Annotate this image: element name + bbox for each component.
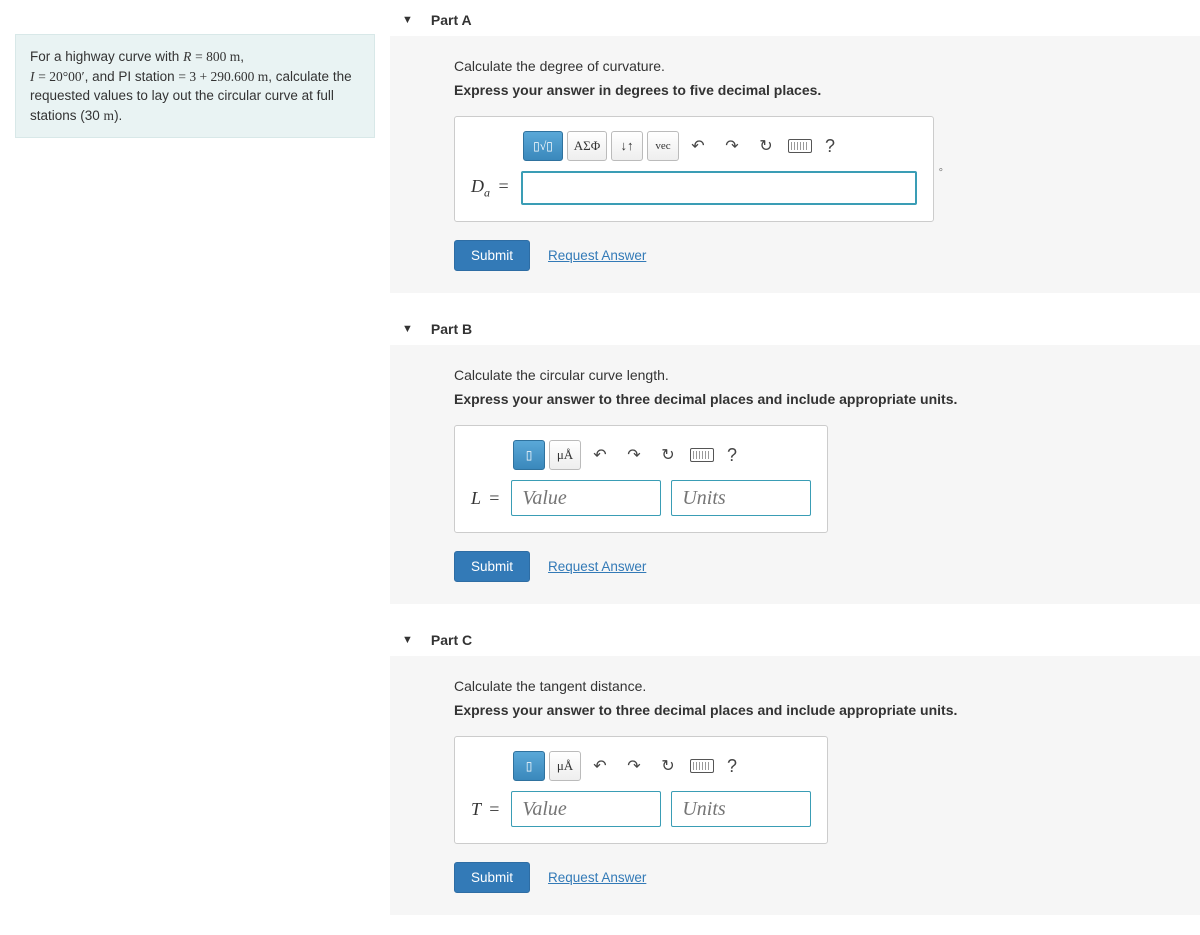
- part-b-header[interactable]: ▼ Part B: [390, 313, 1200, 345]
- part-a-prompt: Calculate the degree of curvature.: [454, 58, 1172, 74]
- undo-icon[interactable]: ↶: [585, 753, 615, 779]
- problem-statement: For a highway curve with R = 800 m, I = …: [15, 34, 375, 138]
- part-a-instruction: Express your answer in degrees to five d…: [454, 82, 1172, 98]
- part-a-var-label: Da =: [471, 176, 513, 201]
- help-icon[interactable]: ?: [721, 756, 743, 777]
- part-b-var-label: L =: [471, 488, 503, 509]
- redo-icon[interactable]: ↷: [619, 753, 649, 779]
- templates-button[interactable]: ▯: [513, 751, 545, 781]
- part-b-units-input[interactable]: [671, 480, 811, 516]
- redo-icon[interactable]: ↷: [717, 133, 747, 159]
- undo-icon[interactable]: ↶: [683, 133, 713, 159]
- chevron-down-icon: ▼: [402, 14, 413, 26]
- part-c-title: Part C: [431, 632, 472, 648]
- part-c-request-answer-link[interactable]: Request Answer: [548, 870, 646, 885]
- part-c-units-input[interactable]: [671, 791, 811, 827]
- scripts-button[interactable]: ↓↑: [611, 131, 643, 161]
- part-b-title: Part B: [431, 321, 472, 337]
- part-b-section: ▼ Part B Calculate the circular curve le…: [390, 313, 1200, 604]
- part-c-header[interactable]: ▼ Part C: [390, 624, 1200, 656]
- keyboard-icon[interactable]: [687, 442, 717, 468]
- vec-button[interactable]: vec: [647, 131, 679, 161]
- units-toolbar: ▯ μÅ ↶ ↷ ↻ ?: [513, 751, 811, 781]
- keyboard-icon[interactable]: [687, 753, 717, 779]
- part-b-submit-button[interactable]: Submit: [454, 551, 530, 582]
- part-a-answer-input[interactable]: [521, 171, 917, 205]
- part-a-answer-box: ▯√▯ ΑΣΦ ↓↑ vec ↶ ↷ ↻ ? Da = °: [454, 116, 934, 222]
- part-c-submit-button[interactable]: Submit: [454, 862, 530, 893]
- part-b-answer-box: ▯ μÅ ↶ ↷ ↻ ? L =: [454, 425, 828, 533]
- units-toolbar: ▯ μÅ ↶ ↷ ↻ ?: [513, 440, 811, 470]
- part-a-submit-button[interactable]: Submit: [454, 240, 530, 271]
- units-button[interactable]: μÅ: [549, 751, 581, 781]
- help-icon[interactable]: ?: [721, 445, 743, 466]
- greek-button[interactable]: ΑΣΦ: [567, 131, 607, 161]
- part-c-value-input[interactable]: [511, 791, 661, 827]
- part-c-instruction: Express your answer to three decimal pla…: [454, 702, 1172, 718]
- part-b-instruction: Express your answer to three decimal pla…: [454, 391, 1172, 407]
- reset-icon[interactable]: ↻: [653, 753, 683, 779]
- part-c-prompt: Calculate the tangent distance.: [454, 678, 1172, 694]
- degree-unit: °: [939, 167, 943, 179]
- part-c-var-label: T =: [471, 799, 503, 820]
- part-c-answer-box: ▯ μÅ ↶ ↷ ↻ ? T =: [454, 736, 828, 844]
- chevron-down-icon: ▼: [402, 634, 413, 646]
- formula-toolbar: ▯√▯ ΑΣΦ ↓↑ vec ↶ ↷ ↻ ?: [523, 131, 917, 161]
- part-a-title: Part A: [431, 12, 472, 28]
- chevron-down-icon: ▼: [402, 323, 413, 335]
- reset-icon[interactable]: ↻: [653, 442, 683, 468]
- part-b-prompt: Calculate the circular curve length.: [454, 367, 1172, 383]
- help-icon[interactable]: ?: [819, 136, 841, 157]
- units-button[interactable]: μÅ: [549, 440, 581, 470]
- redo-icon[interactable]: ↷: [619, 442, 649, 468]
- part-b-value-input[interactable]: [511, 480, 661, 516]
- part-a-header[interactable]: ▼ Part A: [390, 4, 1200, 36]
- part-a-request-answer-link[interactable]: Request Answer: [548, 248, 646, 263]
- keyboard-icon[interactable]: [785, 133, 815, 159]
- part-b-request-answer-link[interactable]: Request Answer: [548, 559, 646, 574]
- reset-icon[interactable]: ↻: [751, 133, 781, 159]
- part-a-section: ▼ Part A Calculate the degree of curvatu…: [390, 4, 1200, 293]
- templates-button[interactable]: ▯: [513, 440, 545, 470]
- undo-icon[interactable]: ↶: [585, 442, 615, 468]
- templates-button[interactable]: ▯√▯: [523, 131, 563, 161]
- part-c-section: ▼ Part C Calculate the tangent distance.…: [390, 624, 1200, 915]
